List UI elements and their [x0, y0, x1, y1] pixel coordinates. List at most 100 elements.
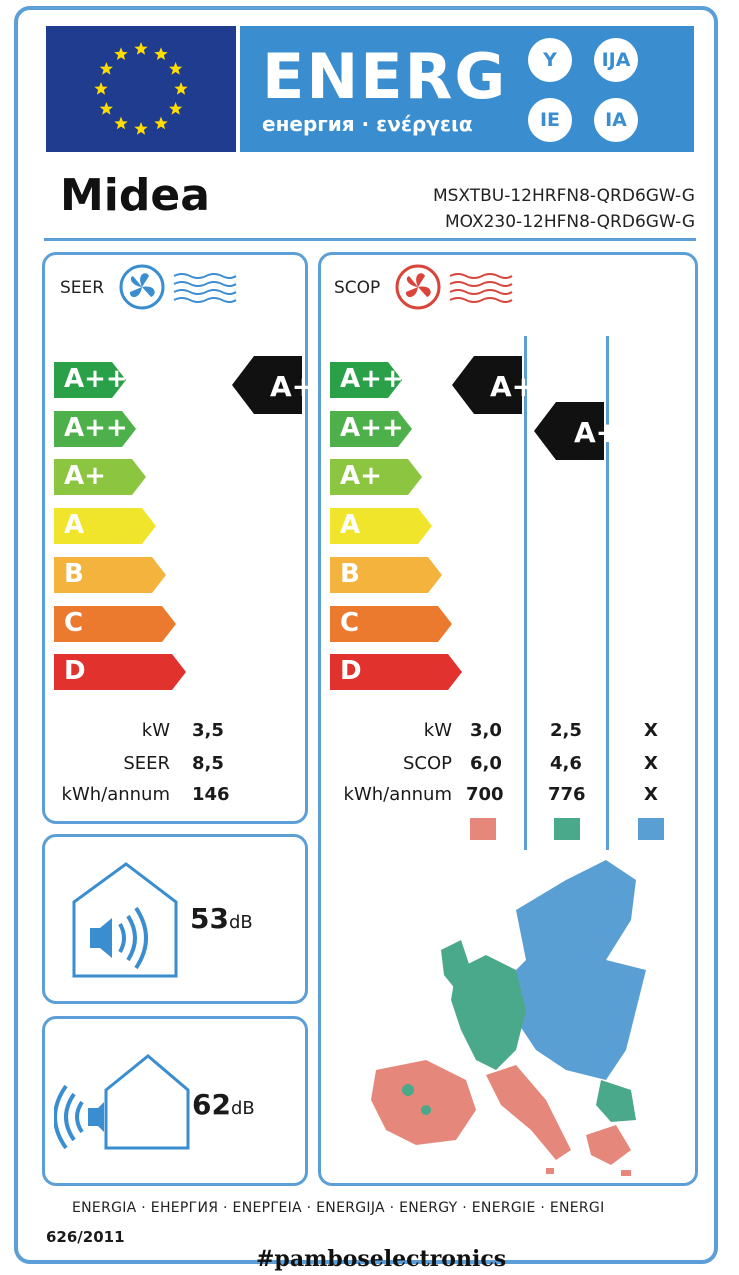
eu-star-icon [114, 47, 128, 60]
divider [44, 238, 696, 241]
label-frame [14, 6, 718, 1264]
indoor-noise-panel [42, 834, 308, 1004]
cooling-panel [42, 252, 308, 824]
heat-row-scop-average: 4,6 [550, 753, 582, 774]
indoor-noise-level: 53dB [190, 902, 253, 935]
cooling-class-bar: C [54, 605, 176, 642]
heat-row-kw-average: 2,5 [550, 720, 582, 741]
cooling-class-bar: A+++ [54, 362, 149, 398]
cool-row-seer-value: 8,5 [192, 753, 224, 774]
europe-climate-map [371, 860, 646, 1176]
eu-star-icon [169, 102, 183, 115]
heating-class-bar: A+++ [330, 362, 425, 398]
lang-code-ie: IE [528, 98, 572, 142]
eu-star-icon [114, 116, 128, 130]
regulation-number: 626/2011 [46, 1228, 125, 1246]
cooling-class-bar: A++ [54, 410, 136, 447]
cooling-fan-icon [119, 264, 237, 310]
outdoor-model: MOX230-12HFN8-QRD6GW-G [445, 212, 695, 232]
cooling-class-bar: A [54, 508, 156, 545]
cooling-class-label: A+ [64, 461, 106, 492]
cool-row-kw-label: kW [141, 720, 170, 741]
heating-class-label: A [340, 510, 361, 541]
scop-label: SCOP [334, 278, 381, 298]
eu-star-icon [99, 102, 113, 115]
heating-fan-icon [395, 264, 513, 310]
heating-class-label: A+ [340, 461, 382, 492]
outdoor-noise-value: 62 [192, 1088, 231, 1121]
heating-class-label: B [340, 558, 360, 589]
heat-row-kwh-average: 776 [548, 784, 586, 805]
indoor-noise-house-icon [72, 862, 178, 978]
heat-row-kw-warm: 3,0 [470, 720, 502, 741]
eu-star-icon [94, 82, 108, 95]
heating-class-bar: C [330, 605, 452, 642]
cool-row-seer-label: SEER [123, 753, 170, 774]
energy-subtitle: енергия · ενέργεια [262, 112, 473, 136]
cooling-class-label: D [64, 656, 86, 687]
eu-star-icon [99, 62, 113, 75]
average-zone-swatch [554, 818, 580, 840]
heating-class-label: A++ [340, 412, 404, 443]
cooling-class-label: A [64, 510, 85, 541]
eu-star-icon [154, 47, 168, 60]
footer-languages: ENERGIA · ЕНЕРГИЯ · ΕΝΕΡΓΕΙΑ · ENERGIJA … [72, 1200, 605, 1216]
outdoor-noise-level: 62dB [192, 1088, 255, 1121]
column-divider-1 [524, 336, 527, 850]
brand-name: Midea [60, 170, 210, 221]
cooling-class-bar: B [54, 556, 166, 593]
cool-row-kwh-value: 146 [192, 784, 230, 805]
outdoor-noise-unit: dB [230, 1098, 255, 1119]
watermark: #pamboselectronics [256, 1246, 507, 1272]
lang-code-ija: IJA [594, 38, 638, 82]
heating-warm-rating-tag: A+++ [452, 356, 582, 418]
eu-star-icon [174, 82, 188, 95]
heating-average-rating-text: A++ [574, 416, 643, 449]
eu-star-icon [154, 116, 168, 130]
eu-stars-icon [94, 42, 188, 135]
cooling-class-label: C [64, 607, 84, 638]
heating-warm-rating-text: A+++ [490, 370, 583, 403]
cooling-class-bar: D [54, 654, 186, 691]
heating-class-bar: A+ [330, 459, 422, 496]
cooling-rating-tag: A+++ [232, 356, 362, 418]
heating-class-bar: D [330, 654, 462, 691]
brand-logo: Midea [60, 170, 210, 221]
heating-class-label: A+++ [340, 364, 426, 394]
indoor-model: MSXTBU-12HRFN8-QRD6GW-G [432, 186, 695, 206]
heating-average-rating-tag: A++ [534, 402, 643, 464]
indoor-noise-unit: dB [228, 912, 253, 933]
heat-row-kwh-label: kWh/annum [343, 784, 452, 805]
heat-row-kw-cold: X [644, 720, 658, 741]
cool-row-kw-value: 3,5 [192, 720, 224, 741]
heat-row-scop-warm: 6,0 [470, 753, 502, 774]
lang-code-y: Y [528, 38, 572, 82]
cooling-class-label: A++ [64, 412, 128, 443]
heating-class-label: D [340, 656, 362, 687]
heating-class-bar: B [330, 556, 442, 593]
heating-class-bar: A [330, 508, 432, 545]
eu-flag [46, 26, 236, 152]
cooling-class-label: B [64, 558, 84, 589]
lang-code-ia: IA [594, 98, 638, 142]
seer-label: SEER [60, 278, 105, 298]
heat-row-kw-label: kW [423, 720, 452, 741]
cooling-class-label: A+++ [64, 364, 150, 394]
eu-star-icon [134, 42, 148, 55]
warm-zone-swatch [470, 818, 496, 840]
outdoor-noise-panel [42, 1016, 308, 1186]
heat-row-kwh-cold: X [644, 784, 658, 805]
indoor-noise-value: 53 [190, 902, 229, 935]
column-divider-2 [606, 336, 609, 850]
heat-row-kwh-warm: 700 [466, 784, 504, 805]
heating-panel [318, 252, 698, 1186]
eu-star-icon [134, 122, 148, 135]
heating-class-bar: A++ [330, 410, 412, 447]
eu-star-icon [169, 62, 183, 75]
cooling-class-bar: A+ [54, 459, 146, 496]
heating-class-label: C [340, 607, 360, 638]
outdoor-noise-house-icon [54, 1054, 190, 1150]
heat-row-scop-cold: X [644, 753, 658, 774]
energy-word: ENERG [262, 40, 508, 113]
cool-row-kwh-label: kWh/annum [61, 784, 170, 805]
